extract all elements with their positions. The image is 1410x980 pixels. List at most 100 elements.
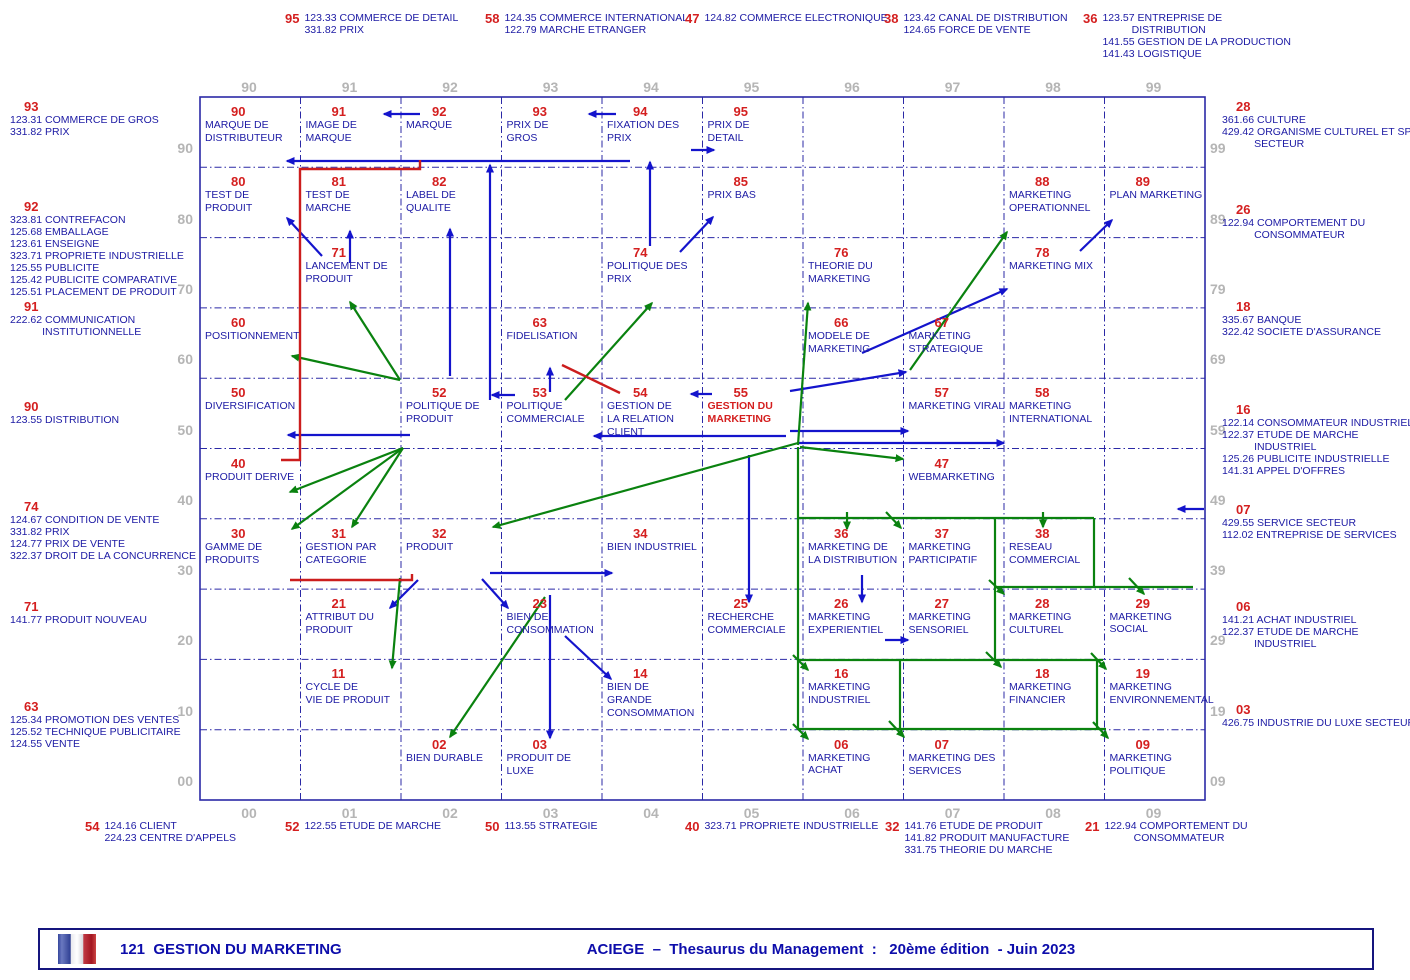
reference-term: 123.42 CANAL DE DISTRIBUTION [903, 12, 1068, 24]
reference-term: 125.26 PUBLICITE INDUSTRIELLE [1222, 453, 1390, 465]
reference-term: 125.42 PUBLICITE COMPARATIVE [10, 274, 178, 286]
reference-terms: 124.82 COMMERCE ELECTRONIQUE [704, 12, 887, 25]
arrow-green [1128, 577, 1146, 596]
grid-coordinate: 20 [177, 632, 193, 649]
reference-58: 58 124.35 COMMERCE INTERNATIONAL 122.79 MA… [485, 12, 688, 36]
arrow-blue [679, 215, 715, 253]
reference-50: 50 113.55 STRATEGIE [485, 820, 597, 833]
grid-coordinate: 00 [241, 805, 257, 821]
arrow-green [1090, 652, 1108, 671]
grid-coordinate: 07 [944, 805, 961, 821]
arrow-green [351, 447, 404, 529]
grid-coordinate: 06 [844, 805, 860, 821]
reference-term: 429.42 ORGANISME CULTUREL ET SPORT [1222, 126, 1410, 138]
reference-terms: 323.71 PROPRIETE INDUSTRIELLE [704, 820, 878, 833]
grid-coordinate: 89 [1210, 210, 1226, 227]
reference-term: 141.76 ETUDE DE PRODUIT [904, 820, 1043, 832]
arrow-green [985, 651, 1003, 669]
reference-number: 06 [1236, 599, 1251, 614]
reference-term: 123.61 ENSEIGNE [10, 238, 100, 250]
reference-term: 224.23 CENTRE D'APPELS [104, 832, 237, 844]
reference-term: 112.02 ENTREPRISE DE SERVICES [1222, 529, 1397, 541]
reference-63: 63 125.34 PROMOTION DES VENTES 125.52 TECH… [10, 700, 181, 750]
arrow-green [349, 300, 401, 381]
reference-term: 323.81 CONTREFACON [10, 214, 126, 226]
reference-terms: 124.35 COMMERCE INTERNATIONAL 122.79 MARC… [504, 12, 688, 36]
reference-terms: 429.55 SERVICE SECTEUR 112.02 ENTREPRISE … [1222, 517, 1397, 541]
arrow-green [290, 447, 404, 530]
grid-coordinate: 19 [1210, 702, 1226, 719]
reference-term: 124.77 PRIX DE VENTE [10, 538, 125, 550]
french-flag-icon [58, 934, 96, 964]
reference-terms: 125.34 PROMOTION DES VENTES 125.52 TECHNI… [10, 714, 181, 750]
arrow-green [564, 301, 654, 401]
map-title: 121 GESTION DU MARKETING [120, 941, 342, 958]
grid-coordinate: 01 [341, 805, 358, 821]
map-code: 121 [120, 940, 146, 958]
grid-coordinate: 99 [1145, 79, 1162, 95]
reference-number: 74 [24, 499, 39, 514]
grid-coordinate: 92 [442, 79, 458, 95]
reference-term: 123.33 COMMERCE DE DETAIL [304, 12, 459, 24]
grid-coordinate: 90 [177, 140, 193, 157]
reference-terms: 123.31 COMMERCE DE GROS 331.82 PRIX [10, 114, 159, 138]
reference-term: 124.55 VENTE [10, 738, 81, 750]
reference-number: 47 [685, 11, 700, 26]
reference-term: INDUSTRIEL [1222, 441, 1317, 453]
grid-coordinate: 93 [542, 79, 559, 95]
reference-number: 95 [285, 11, 300, 26]
reference-term: 322.37 DROIT DE LA CONCURRENCE [10, 550, 196, 562]
reference-term: 124.16 CLIENT [104, 820, 177, 832]
reference-terms: 222.62 COMMUNICATION INSTITUTIONNELLE [10, 314, 141, 338]
grid-coordinate: 49 [1210, 491, 1226, 508]
arrow-green [988, 579, 1006, 596]
reference-terms: 122.94 COMPORTEMENT DU CONSOMMATEUR [1222, 217, 1365, 241]
relation-arrows [281, 110, 1204, 741]
reference-term: 125.68 EMBALLAGE [10, 226, 109, 238]
grid-coordinate: 96 [844, 79, 860, 95]
arrow-green [885, 511, 903, 530]
reference-term: 122.94 COMPORTEMENT DU [1104, 820, 1248, 832]
reference-terms: 124.67 CONDITION DE VENTE 331.82 PRIX 124.… [10, 514, 196, 562]
reference-74: 74 124.67 CONDITION DE VENTE 331.82 PRIX 12… [10, 500, 196, 562]
grid-coordinate: 97 [944, 79, 961, 95]
reference-54: 54 124.16 CLIENT 224.23 CENTRE D'APPELS [85, 820, 236, 844]
reference-term: 123.31 COMMERCE DE GROS [10, 114, 159, 126]
reference-93: 93 123.31 COMMERCE DE GROS 331.82 PRIX [10, 100, 159, 138]
reference-number: 91 [24, 299, 39, 314]
reference-terms: 122.55 ETUDE DE MARCHE [304, 820, 441, 833]
grid-coordinate: 70 [177, 280, 193, 297]
reference-terms: 141.77 PRODUIT NOUVEAU [10, 614, 147, 626]
reference-term: 141.77 PRODUIT NOUVEAU [10, 614, 147, 626]
reference-terms: 361.66 CULTURE 429.42 ORGANISME CULTUREL … [1222, 114, 1410, 150]
grid-coordinate: 94 [643, 79, 659, 95]
reference-number: 21 [1085, 819, 1100, 834]
grid-coordinate: 03 [542, 805, 559, 821]
reference-term: 124.65 FORCE DE VENTE [903, 24, 1031, 36]
reference-number: 50 [485, 819, 500, 834]
reference-38: 38 123.42 CANAL DE DISTRIBUTION 124.65 FOR… [884, 12, 1068, 36]
arrow-green [288, 446, 404, 494]
arrow-green [792, 654, 810, 672]
reference-term: 141.55 GESTION DE LA PRODUCTION [1102, 36, 1291, 48]
grid-coordinate: 95 [743, 79, 760, 95]
reference-number: 52 [285, 819, 300, 834]
reference-term: 141.31 APPEL D'OFFRES [1222, 465, 1346, 477]
edition-caption: ACIEGE – Thesaurus du Management : 20ème… [586, 940, 1076, 958]
grid-coordinate: 30 [177, 562, 193, 579]
grid-coordinate: 91 [341, 79, 358, 95]
reference-number: 58 [485, 11, 500, 26]
reference-term: 122.79 MARCHE ETRANGER [504, 24, 647, 36]
reference-71: 71 141.77 PRODUIT NOUVEAU [10, 600, 147, 626]
arrow-red [290, 574, 414, 582]
arrow-red [281, 160, 422, 462]
reference-term: 124.35 COMMERCE INTERNATIONAL [504, 12, 689, 24]
reference-21: 21 122.94 COMPORTEMENT DU CONSOMMATEUR [1085, 820, 1248, 844]
reference-term: DISTRIBUTION [1102, 24, 1206, 36]
reference-92: 92 323.81 CONTREFACON 125.68 EMBALLAGE 123.… [10, 200, 184, 298]
reference-term: 222.62 COMMUNICATION [10, 314, 136, 326]
grid-coordinate: 09 [1210, 773, 1226, 789]
grid-coordinate: 90 [241, 79, 257, 95]
reference-term: 426.75 INDUSTRIE DU LUXE SECTEUR [1222, 717, 1410, 729]
